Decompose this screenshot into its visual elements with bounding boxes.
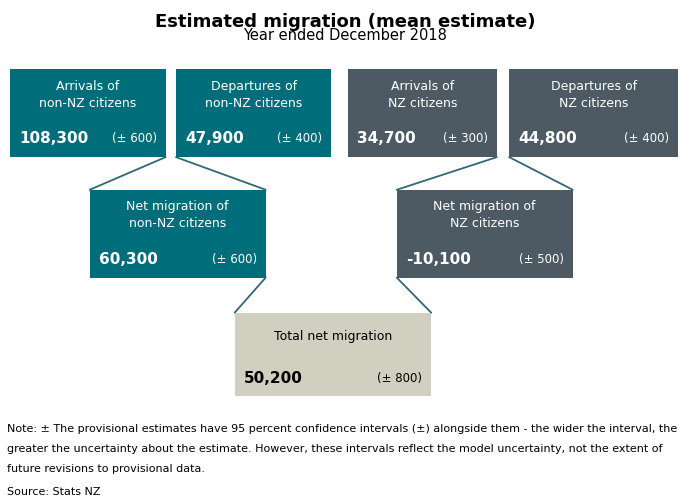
Text: -10,100: -10,100 bbox=[406, 252, 471, 266]
Text: Net migration of
NZ citizens: Net migration of NZ citizens bbox=[433, 200, 536, 230]
Text: (± 400): (± 400) bbox=[624, 132, 669, 145]
Text: (± 800): (± 800) bbox=[377, 371, 422, 384]
FancyBboxPatch shape bbox=[235, 313, 431, 396]
Text: Departures of
NZ citizens: Departures of NZ citizens bbox=[551, 80, 637, 110]
Text: 60,300: 60,300 bbox=[99, 252, 157, 266]
FancyBboxPatch shape bbox=[397, 190, 573, 278]
Text: greater the uncertainty about the estimate. However, these intervals reflect the: greater the uncertainty about the estima… bbox=[7, 443, 662, 453]
Text: Year ended December 2018: Year ended December 2018 bbox=[243, 28, 447, 43]
Text: future revisions to provisional data.: future revisions to provisional data. bbox=[7, 463, 205, 473]
FancyBboxPatch shape bbox=[509, 70, 678, 158]
Text: Arrivals of
non-NZ citizens: Arrivals of non-NZ citizens bbox=[39, 80, 137, 110]
Text: Note: ± The provisional estimates have 95 percent confidence intervals (±) along: Note: ± The provisional estimates have 9… bbox=[7, 423, 677, 433]
FancyBboxPatch shape bbox=[90, 190, 266, 278]
Text: Departures of
non-NZ citizens: Departures of non-NZ citizens bbox=[205, 80, 302, 110]
Text: Estimated migration (mean estimate): Estimated migration (mean estimate) bbox=[155, 13, 535, 31]
Text: Arrivals of
NZ citizens: Arrivals of NZ citizens bbox=[388, 80, 457, 110]
Text: 47,900: 47,900 bbox=[185, 131, 244, 146]
Text: (± 300): (± 300) bbox=[443, 132, 488, 145]
Text: (± 600): (± 600) bbox=[112, 132, 157, 145]
Text: Net migration of
non-NZ citizens: Net migration of non-NZ citizens bbox=[126, 200, 229, 230]
FancyBboxPatch shape bbox=[348, 70, 497, 158]
Text: Source: Stats NZ: Source: Stats NZ bbox=[7, 486, 101, 496]
Text: 34,700: 34,700 bbox=[357, 131, 416, 146]
Text: 50,200: 50,200 bbox=[244, 370, 302, 385]
Text: 108,300: 108,300 bbox=[19, 131, 88, 146]
Text: (± 500): (± 500) bbox=[519, 253, 564, 265]
Text: 44,800: 44,800 bbox=[518, 131, 577, 146]
FancyBboxPatch shape bbox=[176, 70, 331, 158]
FancyBboxPatch shape bbox=[10, 70, 166, 158]
Text: (± 600): (± 600) bbox=[212, 253, 257, 265]
Text: Total net migration: Total net migration bbox=[274, 330, 392, 343]
Text: (± 400): (± 400) bbox=[277, 132, 322, 145]
